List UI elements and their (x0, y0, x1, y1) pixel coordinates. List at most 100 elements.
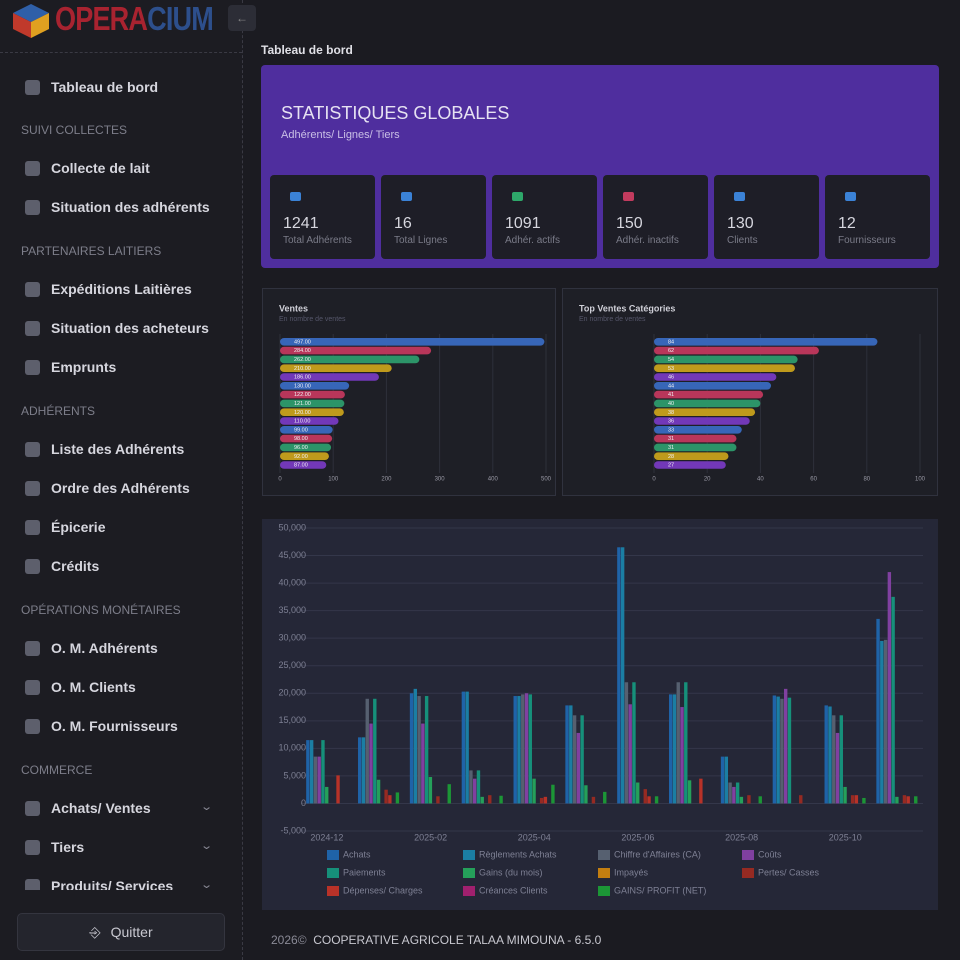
legend-label[interactable]: Coûts (758, 849, 782, 859)
bar (776, 696, 780, 804)
bar (624, 682, 629, 804)
legend-swatch (327, 850, 339, 860)
bar (280, 426, 333, 434)
stat-value: 16 (394, 215, 412, 232)
value-label: 62 (668, 348, 674, 354)
nav-item[interactable]: Crédits (51, 558, 100, 574)
nav-icon (25, 200, 40, 215)
legend-swatch (463, 850, 475, 860)
nav-icon (25, 520, 40, 535)
bar (551, 784, 555, 804)
stat-card: 16 Total Lignes (381, 175, 486, 259)
bar (565, 705, 569, 804)
legend-label[interactable]: GAINS/ PROFIT (NET) (614, 885, 706, 895)
nav-item[interactable]: Situation des acheteurs (51, 320, 209, 336)
legend-label[interactable]: Impayés (614, 867, 649, 877)
nav-item[interactable]: Collecte de lait (51, 160, 150, 176)
x-tick-label: 2025-06 (621, 832, 654, 842)
legend-label[interactable]: Gains (du mois) (479, 867, 543, 877)
nav-icon (25, 481, 40, 496)
legend-label[interactable]: Dépenses/ Charges (343, 885, 423, 895)
bar (513, 696, 517, 804)
value-label: 31 (668, 436, 674, 442)
bar (699, 778, 703, 804)
bar (676, 682, 680, 804)
stat-icon (512, 192, 523, 201)
bar (828, 706, 832, 804)
bar (280, 399, 345, 408)
sidebar (0, 0, 243, 960)
stat-icon (401, 192, 412, 201)
nav-item[interactable]: Produits/ Services (51, 878, 174, 890)
bar (780, 698, 784, 804)
bar (739, 796, 744, 804)
sidebar-toggle[interactable]: ← (228, 5, 256, 31)
bar (654, 443, 737, 452)
nav-item[interactable]: O. M. Fournisseurs (51, 718, 178, 734)
nav-item[interactable]: O. M. Clients (51, 679, 136, 695)
bar (654, 373, 777, 381)
legend-label[interactable]: Achats (343, 849, 371, 859)
bar (620, 547, 625, 804)
value-label: 33 (668, 427, 674, 433)
footer-text: COOPERATIVE AGRICOLE TALAA MIMOUNA - 6.5… (313, 933, 602, 947)
bar (280, 408, 344, 416)
stat-value: 1241 (283, 215, 319, 232)
legend-label[interactable]: Pertes/ Casses (758, 867, 820, 877)
bar (576, 732, 581, 804)
stat-label: Adhér. actifs (505, 235, 561, 246)
bar (584, 785, 588, 804)
x-tick-label: 2025-10 (829, 832, 862, 842)
nav-item[interactable]: Situation des adhérents (51, 199, 210, 215)
y-tick-label: 40,000 (278, 577, 306, 587)
legend-label[interactable]: Règlements Achats (479, 849, 557, 859)
chevron: ⌄ (200, 879, 214, 890)
y-tick-label: 25,000 (278, 660, 306, 670)
stat-label: Fournisseurs (838, 235, 896, 246)
bar (654, 346, 819, 355)
value-label: 186.00 (294, 375, 311, 381)
bar (336, 775, 340, 804)
nav-item[interactable]: Emprunts (51, 359, 117, 375)
y-tick-label: 15,000 (278, 715, 306, 725)
y-tick-label: -5,000 (280, 825, 306, 835)
nav-item[interactable]: Ordre des Adhérents (51, 480, 190, 496)
bar (787, 697, 792, 804)
nav-item[interactable]: Achats/ Ventes (51, 800, 151, 816)
stat-label: Total Adhérents (283, 235, 352, 246)
bar (720, 756, 725, 804)
value-label: 84 (668, 339, 674, 345)
logo-icon (13, 4, 49, 38)
bar (461, 691, 466, 804)
nav-heading: ADHÉRENTS (21, 404, 96, 418)
bar (669, 694, 673, 804)
bar (472, 778, 477, 804)
nav-item[interactable]: Épicerie (51, 519, 106, 535)
bar (280, 443, 332, 452)
y-tick-label: 50,000 (278, 522, 306, 532)
legend-label[interactable]: Chiffre d'Affaires (CA) (614, 849, 701, 859)
bar (384, 789, 388, 804)
legend-label[interactable]: Créances Clients (479, 885, 548, 895)
legend-label[interactable]: Paiements (343, 867, 386, 877)
value-label: 122.00 (294, 392, 311, 398)
legend-swatch (327, 886, 339, 896)
nav-item[interactable]: O. M. Adhérents (51, 640, 158, 656)
nav-item[interactable]: Tiers (51, 839, 85, 855)
nav-icon (25, 80, 40, 95)
bar (854, 795, 859, 804)
stat-card: 150 Adhér. inactifs (603, 175, 708, 259)
legend-swatch (742, 868, 754, 878)
nav-item[interactable]: Liste des Adhérents (51, 441, 185, 457)
logout-button[interactable]: ⎆ Quitter (17, 913, 225, 951)
value-label: 110.00 (294, 419, 310, 425)
y-tick-label: 45,000 (278, 550, 306, 560)
bar (572, 715, 577, 804)
bar (465, 691, 469, 804)
nav: Tableau de bord SUIVI COLLECTES Collecte d… (0, 60, 242, 890)
bar (654, 355, 798, 364)
bar (654, 452, 729, 460)
bar (862, 797, 866, 804)
nav-item[interactable]: Tableau de bord (51, 79, 159, 95)
nav-item[interactable]: Expéditions Laitières (51, 281, 192, 297)
